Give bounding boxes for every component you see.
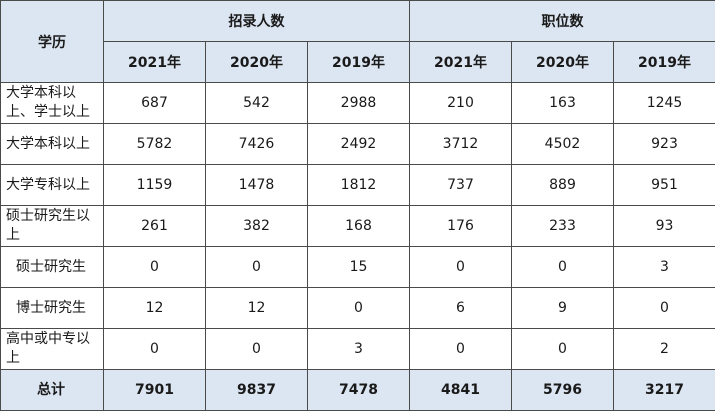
row-label: 大学本科以上、学士以上: [0, 82, 104, 124]
total-cell: 9837: [205, 369, 308, 411]
group-header-hires: 招录人数: [103, 0, 410, 42]
table-cell: 0: [205, 246, 308, 288]
table-row: 博士研究生 12 12 0 6 9 0: [0, 287, 715, 329]
table-row: 硕士研究生 0 0 15 0 0 3: [0, 246, 715, 288]
table-cell: 4502: [511, 123, 614, 165]
table-cell: 1245: [612, 82, 715, 124]
total-cell: 3217: [612, 369, 715, 411]
header-row-groups: 学历 招录人数 职位数: [0, 0, 715, 83]
table-cell: 3: [307, 328, 410, 370]
row-label: 硕士研究生以上: [0, 205, 104, 247]
year-header: 2021年: [103, 41, 206, 83]
table-cell: 2: [612, 328, 715, 370]
table-row: 大学本科以上 5782 7426 2492 3712 4502 923: [0, 123, 715, 165]
table-cell: 12: [205, 287, 308, 329]
table-cell: 2988: [307, 82, 410, 124]
table-cell: 9: [511, 287, 614, 329]
table-cell: 210: [409, 82, 512, 124]
total-cell: 7478: [307, 369, 410, 411]
table-cell: 0: [205, 328, 308, 370]
table-row: 大学专科以上 1159 1478 1812 737 889 951: [0, 164, 715, 206]
total-cell: 5796: [511, 369, 614, 411]
table-cell: 15: [307, 246, 410, 288]
year-header: 2019年: [307, 41, 410, 83]
row-label: 高中或中专以上: [0, 328, 104, 370]
year-header: 2019年: [612, 41, 715, 83]
row-label: 大学专科以上: [0, 164, 104, 206]
table-cell: 0: [511, 328, 614, 370]
table-cell: 0: [103, 328, 206, 370]
table-cell: 233: [511, 205, 614, 247]
table-cell: 261: [103, 205, 206, 247]
table-cell: 93: [612, 205, 715, 247]
table-cell: 6: [409, 287, 512, 329]
table-cell: 168: [307, 205, 410, 247]
year-header: 2020年: [205, 41, 308, 83]
table-cell: 542: [205, 82, 308, 124]
table-cell: 0: [103, 246, 206, 288]
table-cell: 0: [409, 328, 512, 370]
header-row-years: 2021年 2020年 2019年 2021年 2020年 2019年: [1, 41, 715, 83]
table-cell: 0: [307, 287, 410, 329]
table-cell: 737: [409, 164, 512, 206]
total-cell: 4841: [409, 369, 512, 411]
row-label: 博士研究生: [0, 287, 104, 329]
table-cell: 5782: [103, 123, 206, 165]
table-cell: 889: [511, 164, 614, 206]
table-cell: 163: [511, 82, 614, 124]
group-header-positions: 职位数: [408, 0, 715, 42]
table-cell: 2492: [307, 123, 410, 165]
total-label: 总计: [0, 369, 104, 411]
table-row: 硕士研究生以上 261 382 168 176 233 93: [0, 205, 715, 247]
corner-header: 学历: [0, 0, 104, 83]
table-cell: 0: [409, 246, 512, 288]
year-header: 2021年: [409, 41, 512, 83]
table-cell: 12: [103, 287, 206, 329]
table-cell: 951: [612, 164, 715, 206]
table-cell: 176: [409, 205, 512, 247]
table-row: 高中或中专以上 0 0 3 0 0 2: [0, 328, 715, 370]
table-cell: 1159: [103, 164, 206, 206]
table-cell: 3712: [409, 123, 512, 165]
table-cell: 0: [612, 287, 715, 329]
table-cell: 923: [612, 123, 715, 165]
table-cell: 382: [205, 205, 308, 247]
total-row: 总计 7901 9837 7478 4841 5796 3217: [0, 369, 715, 411]
row-label: 硕士研究生: [0, 246, 104, 288]
table-cell: 3: [612, 246, 715, 288]
year-header: 2020年: [511, 41, 614, 83]
total-cell: 7901: [103, 369, 206, 411]
table-cell: 687: [103, 82, 206, 124]
table-cell: 1812: [307, 164, 410, 206]
table-cell: 7426: [205, 123, 308, 165]
table-cell: 0: [511, 246, 614, 288]
table-cell: 1478: [205, 164, 308, 206]
table-row: 大学本科以上、学士以上 687 542 2988 210 163 1245: [0, 82, 715, 124]
row-label: 大学本科以上: [0, 123, 104, 165]
